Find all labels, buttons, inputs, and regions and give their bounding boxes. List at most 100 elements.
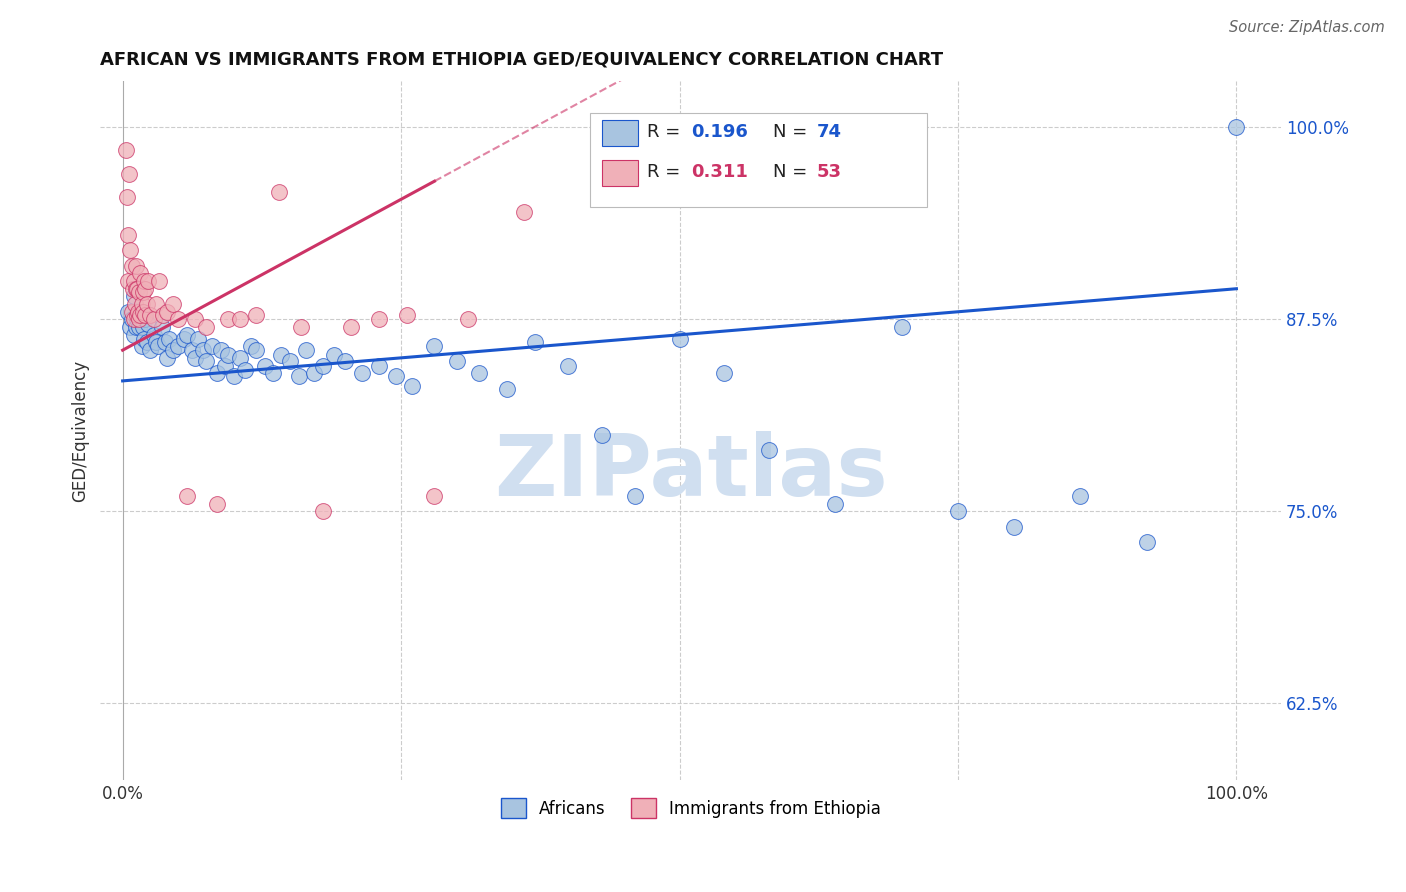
Point [127, 282, 149, 296]
Point [367, 359, 389, 373]
Point [117, 305, 139, 319]
Point [127, 305, 149, 319]
Point [139, 308, 162, 322]
Point [262, 366, 284, 380]
Point [423, 338, 446, 352]
Point [134, 308, 156, 322]
Point [117, 274, 139, 288]
Point [457, 312, 479, 326]
Point [134, 312, 156, 326]
Point [946, 504, 969, 518]
Point [367, 312, 389, 326]
Point [125, 320, 148, 334]
Point [254, 359, 277, 373]
Point [245, 343, 267, 358]
Point [891, 320, 914, 334]
Text: R =: R = [647, 163, 681, 181]
Point [209, 343, 232, 358]
Point [523, 335, 546, 350]
Point [591, 427, 613, 442]
Point [129, 266, 152, 280]
Point [153, 335, 176, 350]
Point [162, 343, 184, 358]
Point [167, 338, 190, 352]
Point [122, 327, 145, 342]
Point [824, 497, 846, 511]
Point [270, 348, 292, 362]
Point [136, 317, 159, 331]
Point [446, 354, 468, 368]
Point [290, 320, 312, 334]
Point [222, 369, 245, 384]
Point [157, 333, 180, 347]
Point [217, 312, 239, 326]
Point [323, 348, 346, 362]
Text: N =: N = [773, 123, 807, 141]
Point [287, 369, 309, 384]
Point [217, 348, 239, 362]
Point [176, 327, 198, 342]
Point [136, 297, 159, 311]
Point [134, 282, 156, 296]
Point [125, 259, 148, 273]
Point [121, 312, 143, 326]
Point [228, 351, 250, 365]
Point [187, 333, 209, 347]
Text: R =: R = [647, 123, 681, 141]
Point [184, 312, 207, 326]
Point [121, 282, 143, 296]
Point [758, 443, 780, 458]
Text: AFRICAN VS IMMIGRANTS FROM ETHIOPIA GED/EQUIVALENCY CORRELATION CHART: AFRICAN VS IMMIGRANTS FROM ETHIOPIA GED/… [100, 51, 943, 69]
Text: 53: 53 [817, 163, 842, 181]
Point [129, 308, 152, 322]
Point [128, 320, 150, 334]
Point [115, 189, 138, 203]
Point [131, 338, 153, 352]
Point [335, 354, 357, 368]
Point [496, 382, 519, 396]
Point [148, 338, 170, 352]
Point [131, 297, 153, 311]
Point [142, 312, 165, 326]
Point [125, 282, 148, 296]
Point [468, 366, 491, 380]
Point [1069, 489, 1091, 503]
Text: 74: 74 [817, 123, 842, 141]
Point [132, 333, 155, 347]
Point [120, 244, 142, 258]
FancyBboxPatch shape [591, 112, 927, 207]
Point [423, 489, 446, 503]
Point [302, 366, 325, 380]
Point [512, 205, 534, 219]
Point [245, 308, 267, 322]
Point [233, 363, 256, 377]
Point [713, 366, 735, 380]
Point [312, 359, 335, 373]
Point [267, 185, 290, 199]
Point [207, 497, 229, 511]
Point [395, 308, 418, 322]
Point [624, 489, 647, 503]
Point [132, 274, 155, 288]
Point [122, 274, 145, 288]
Point [668, 333, 690, 347]
Point [131, 285, 153, 299]
Point [278, 354, 301, 368]
Point [1002, 520, 1025, 534]
Point [139, 343, 162, 358]
Point [128, 312, 150, 326]
Point [195, 354, 218, 368]
Text: 0.196: 0.196 [690, 123, 748, 141]
Point [131, 320, 153, 334]
Point [124, 297, 146, 311]
Point [173, 333, 195, 347]
Point [120, 320, 142, 334]
Point [142, 327, 165, 342]
Point [557, 359, 579, 373]
Point [156, 351, 179, 365]
Point [340, 320, 363, 334]
Text: N =: N = [773, 163, 807, 181]
Point [184, 351, 207, 365]
Point [176, 489, 198, 503]
Point [401, 378, 423, 392]
